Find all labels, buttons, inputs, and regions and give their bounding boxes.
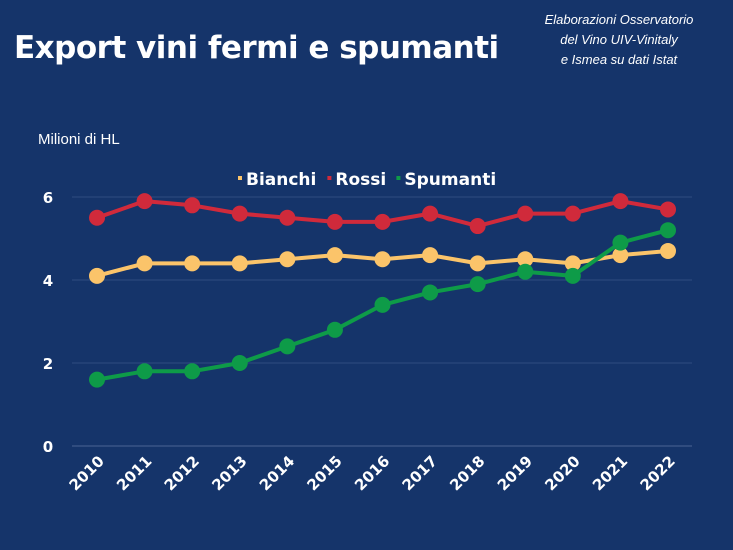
data-point (517, 251, 534, 268)
data-point (564, 267, 581, 284)
x-tick-label: 2011 (113, 452, 155, 494)
data-point (517, 205, 534, 222)
data-point (564, 255, 581, 272)
data-point (422, 247, 439, 264)
x-tick-label: 2015 (303, 452, 345, 494)
x-tick-label: 2022 (637, 452, 679, 494)
data-point (136, 363, 153, 380)
y-tick-label: 4 (43, 272, 53, 290)
y-tick-label: 2 (43, 355, 53, 373)
data-point (89, 267, 105, 284)
y-axis-label: Milioni di HL (38, 131, 120, 148)
legend-marker (396, 176, 401, 180)
data-point (517, 263, 534, 280)
data-point (612, 234, 629, 251)
data-point (326, 247, 343, 264)
x-tick-label: 2012 (161, 452, 203, 494)
source-line: e Ismea su dati Istat (560, 52, 678, 67)
legend-label: Spumanti (404, 170, 496, 190)
data-point (136, 255, 153, 272)
x-tick-label: 2021 (589, 452, 631, 494)
data-point (660, 222, 676, 239)
data-point (89, 371, 105, 388)
y-tick-label: 0 (43, 438, 53, 456)
data-point (564, 205, 581, 222)
data-point (374, 251, 391, 268)
x-tick-label: 2010 (66, 452, 108, 494)
legend-label: Rossi (335, 170, 386, 190)
x-tick-label: 2013 (208, 452, 250, 494)
data-point (231, 205, 248, 222)
data-point (279, 338, 296, 355)
x-tick-label: 2019 (494, 452, 536, 494)
y-tick-label: 6 (43, 189, 53, 207)
data-point (184, 197, 201, 214)
legend-marker (327, 176, 332, 180)
x-tick-label: 2017 (399, 452, 441, 494)
data-point (612, 193, 629, 210)
x-tick-label: 2016 (351, 452, 393, 494)
data-point (279, 251, 296, 268)
x-tick-label: 2020 (541, 452, 583, 494)
data-point (184, 255, 201, 272)
data-point (660, 242, 676, 259)
data-point (422, 284, 439, 301)
data-point (469, 255, 486, 272)
legend-marker (238, 176, 242, 180)
data-point (422, 205, 439, 222)
data-point (231, 255, 248, 272)
data-point (326, 213, 343, 230)
source-line: Elaborazioni Osservatorio (544, 12, 694, 27)
data-point (469, 218, 486, 235)
data-point (89, 209, 105, 226)
legend-label: Bianchi (246, 170, 316, 190)
data-point (660, 201, 676, 218)
data-point (326, 321, 343, 338)
data-point (279, 209, 296, 226)
data-point (184, 363, 201, 380)
source-note: Elaborazioni Osservatorio del Vino UIV-V… (519, 10, 719, 70)
data-point (469, 276, 486, 293)
data-point (374, 213, 391, 230)
source-line: del Vino UIV-Vinitaly (560, 32, 678, 47)
x-tick-label: 2018 (446, 452, 488, 494)
data-point (231, 355, 248, 371)
x-tick-label: 2014 (256, 452, 298, 494)
data-point (136, 193, 153, 210)
data-point (374, 296, 391, 313)
chart-title: Export vini fermi e spumanti (14, 30, 499, 66)
data-point (612, 247, 629, 264)
